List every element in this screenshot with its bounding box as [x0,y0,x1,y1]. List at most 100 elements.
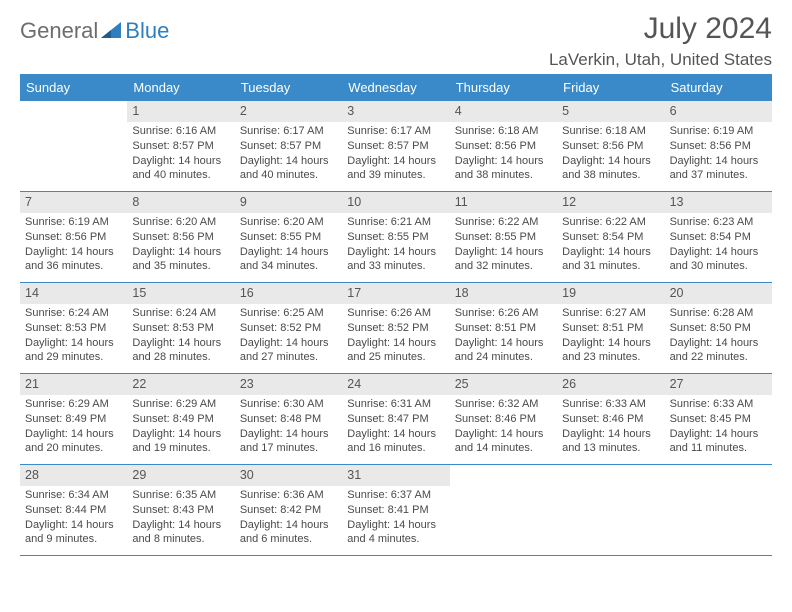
daylight-text: Daylight: 14 hours and 35 minutes. [132,245,229,275]
daylight-text: Daylight: 14 hours and 32 minutes. [455,245,552,275]
day-cell: 18Sunrise: 6:26 AMSunset: 8:51 PMDayligh… [450,283,557,373]
sunset-text: Sunset: 8:55 PM [455,230,552,245]
week-row: 1Sunrise: 6:16 AMSunset: 8:57 PMDaylight… [20,101,772,192]
day-number: 7 [20,192,127,213]
sunset-text: Sunset: 8:52 PM [240,321,337,336]
day-cell: 17Sunrise: 6:26 AMSunset: 8:52 PMDayligh… [342,283,449,373]
day-number: 4 [450,101,557,122]
sunrise-text: Sunrise: 6:18 AM [562,124,659,139]
sunset-text: Sunset: 8:51 PM [562,321,659,336]
day-number: 12 [557,192,664,213]
daylight-text: Daylight: 14 hours and 13 minutes. [562,427,659,457]
sunrise-text: Sunrise: 6:16 AM [132,124,229,139]
sunrise-text: Sunrise: 6:36 AM [240,488,337,503]
sunset-text: Sunset: 8:55 PM [347,230,444,245]
sunset-text: Sunset: 8:46 PM [455,412,552,427]
day-number: 30 [235,465,342,486]
day-number: 2 [235,101,342,122]
weekday-header: Friday [557,75,664,101]
sunset-text: Sunset: 8:41 PM [347,503,444,518]
calendar: SundayMondayTuesdayWednesdayThursdayFrid… [20,74,772,556]
sunset-text: Sunset: 8:45 PM [670,412,767,427]
logo-text-blue: Blue [125,18,169,44]
sunset-text: Sunset: 8:50 PM [670,321,767,336]
day-number: 26 [557,374,664,395]
day-cell: 29Sunrise: 6:35 AMSunset: 8:43 PMDayligh… [127,465,234,555]
day-cell: 22Sunrise: 6:29 AMSunset: 8:49 PMDayligh… [127,374,234,464]
day-cell: 31Sunrise: 6:37 AMSunset: 8:41 PMDayligh… [342,465,449,555]
daylight-text: Daylight: 14 hours and 23 minutes. [562,336,659,366]
day-cell: 2Sunrise: 6:17 AMSunset: 8:57 PMDaylight… [235,101,342,191]
sunset-text: Sunset: 8:56 PM [25,230,122,245]
daylight-text: Daylight: 14 hours and 40 minutes. [240,154,337,184]
day-number: 21 [20,374,127,395]
week-row: 28Sunrise: 6:34 AMSunset: 8:44 PMDayligh… [20,465,772,555]
sunset-text: Sunset: 8:48 PM [240,412,337,427]
day-number: 15 [127,283,234,304]
sunset-text: Sunset: 8:56 PM [455,139,552,154]
sunrise-text: Sunrise: 6:29 AM [132,397,229,412]
weekday-header: Thursday [450,75,557,101]
sunrise-text: Sunrise: 6:19 AM [25,215,122,230]
daylight-text: Daylight: 14 hours and 17 minutes. [240,427,337,457]
day-cell [665,465,772,555]
sunset-text: Sunset: 8:55 PM [240,230,337,245]
sunrise-text: Sunrise: 6:33 AM [562,397,659,412]
month-title: July 2024 [549,12,772,46]
daylight-text: Daylight: 14 hours and 40 minutes. [132,154,229,184]
daylight-text: Daylight: 14 hours and 28 minutes. [132,336,229,366]
sunrise-text: Sunrise: 6:18 AM [455,124,552,139]
weekday-header: Sunday [20,75,127,101]
weekday-header: Wednesday [342,75,449,101]
sunrise-text: Sunrise: 6:25 AM [240,306,337,321]
sunrise-text: Sunrise: 6:20 AM [132,215,229,230]
day-cell: 8Sunrise: 6:20 AMSunset: 8:56 PMDaylight… [127,192,234,282]
day-number: 13 [665,192,772,213]
sunset-text: Sunset: 8:42 PM [240,503,337,518]
day-number: 14 [20,283,127,304]
sunrise-text: Sunrise: 6:17 AM [240,124,337,139]
daylight-text: Daylight: 14 hours and 25 minutes. [347,336,444,366]
daylight-text: Daylight: 14 hours and 38 minutes. [562,154,659,184]
sunrise-text: Sunrise: 6:26 AM [455,306,552,321]
daylight-text: Daylight: 14 hours and 34 minutes. [240,245,337,275]
day-cell [20,101,127,191]
day-number: 18 [450,283,557,304]
day-number: 10 [342,192,449,213]
sunset-text: Sunset: 8:56 PM [562,139,659,154]
daylight-text: Daylight: 14 hours and 19 minutes. [132,427,229,457]
day-number: 23 [235,374,342,395]
day-number: 22 [127,374,234,395]
daylight-text: Daylight: 14 hours and 22 minutes. [670,336,767,366]
weekday-header: Tuesday [235,75,342,101]
sunset-text: Sunset: 8:56 PM [132,230,229,245]
sunset-text: Sunset: 8:52 PM [347,321,444,336]
day-number: 9 [235,192,342,213]
sunset-text: Sunset: 8:54 PM [562,230,659,245]
logo: General Blue [20,12,169,44]
sunset-text: Sunset: 8:46 PM [562,412,659,427]
day-number: 16 [235,283,342,304]
logo-sail-icon [101,22,123,40]
sunset-text: Sunset: 8:54 PM [670,230,767,245]
day-number: 25 [450,374,557,395]
day-cell: 19Sunrise: 6:27 AMSunset: 8:51 PMDayligh… [557,283,664,373]
sunrise-text: Sunrise: 6:22 AM [562,215,659,230]
daylight-text: Daylight: 14 hours and 37 minutes. [670,154,767,184]
header: General Blue July 2024 LaVerkin, Utah, U… [20,12,772,70]
day-cell: 15Sunrise: 6:24 AMSunset: 8:53 PMDayligh… [127,283,234,373]
day-cell: 5Sunrise: 6:18 AMSunset: 8:56 PMDaylight… [557,101,664,191]
day-number: 19 [557,283,664,304]
daylight-text: Daylight: 14 hours and 4 minutes. [347,518,444,548]
sunrise-text: Sunrise: 6:22 AM [455,215,552,230]
sunrise-text: Sunrise: 6:24 AM [132,306,229,321]
day-cell: 12Sunrise: 6:22 AMSunset: 8:54 PMDayligh… [557,192,664,282]
sunset-text: Sunset: 8:57 PM [132,139,229,154]
sunset-text: Sunset: 8:43 PM [132,503,229,518]
day-cell: 1Sunrise: 6:16 AMSunset: 8:57 PMDaylight… [127,101,234,191]
sunrise-text: Sunrise: 6:19 AM [670,124,767,139]
sunset-text: Sunset: 8:51 PM [455,321,552,336]
sunset-text: Sunset: 8:49 PM [25,412,122,427]
day-cell: 7Sunrise: 6:19 AMSunset: 8:56 PMDaylight… [20,192,127,282]
day-number: 24 [342,374,449,395]
